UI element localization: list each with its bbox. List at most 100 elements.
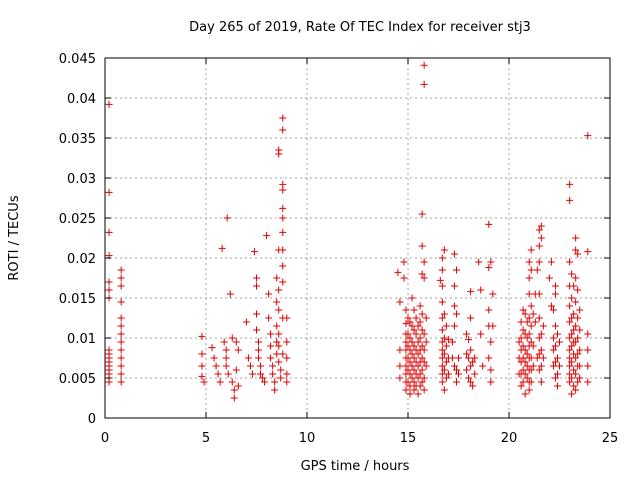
data-point xyxy=(452,378,460,386)
data-point xyxy=(487,338,495,346)
data-point xyxy=(105,188,113,196)
data-point xyxy=(549,362,557,370)
data-point xyxy=(438,326,446,334)
data-point xyxy=(410,326,418,334)
data-point xyxy=(553,354,561,362)
data-point xyxy=(117,370,125,378)
data-point xyxy=(584,346,592,354)
data-point xyxy=(576,346,584,354)
data-point xyxy=(566,378,574,386)
data-point xyxy=(527,366,535,374)
data-point xyxy=(418,326,426,334)
data-point xyxy=(279,186,287,194)
data-point xyxy=(414,390,422,398)
data-point xyxy=(420,358,428,366)
data-point xyxy=(418,210,426,218)
data-point xyxy=(277,366,285,374)
data-point xyxy=(576,306,584,314)
data-point xyxy=(450,362,458,370)
data-point xyxy=(568,358,576,366)
data-point xyxy=(479,362,487,370)
data-point xyxy=(420,274,428,282)
data-point xyxy=(440,310,448,318)
data-point xyxy=(214,370,222,378)
data-point xyxy=(267,330,275,338)
x-tick-label: 25 xyxy=(602,431,619,446)
data-point xyxy=(117,322,125,330)
data-point xyxy=(533,266,541,274)
data-point xyxy=(568,314,576,322)
data-point xyxy=(549,346,557,354)
data-point xyxy=(535,290,543,298)
data-point xyxy=(551,282,559,290)
data-point xyxy=(537,222,545,230)
data-point xyxy=(574,286,582,294)
data-point xyxy=(527,246,535,254)
data-point xyxy=(523,334,531,342)
data-point xyxy=(267,342,275,350)
data-point xyxy=(525,258,533,266)
data-point xyxy=(572,246,580,254)
data-point xyxy=(402,320,410,328)
data-point xyxy=(283,338,291,346)
data-point xyxy=(279,204,287,212)
data-point xyxy=(570,326,578,334)
data-point xyxy=(523,318,531,326)
data-point xyxy=(452,366,460,374)
data-point xyxy=(273,350,281,358)
data-point xyxy=(525,330,533,338)
data-point xyxy=(475,258,483,266)
grid-lines xyxy=(105,58,610,418)
data-point xyxy=(549,334,557,342)
data-point xyxy=(485,306,493,314)
data-point xyxy=(222,346,230,354)
data-point xyxy=(517,334,525,342)
data-point xyxy=(576,374,584,382)
y-tick-label: 0.01 xyxy=(67,332,96,347)
data-point xyxy=(487,378,495,386)
data-point xyxy=(410,306,418,314)
x-tick-label: 0 xyxy=(101,431,109,446)
data-point xyxy=(570,282,578,290)
data-point xyxy=(566,180,574,188)
data-point xyxy=(537,346,545,354)
data-point xyxy=(420,346,428,354)
data-point xyxy=(525,314,533,322)
data-point xyxy=(444,370,452,378)
data-point xyxy=(273,338,281,346)
data-point xyxy=(414,350,422,358)
data-point xyxy=(537,330,545,338)
data-point xyxy=(198,332,206,340)
data-point xyxy=(440,386,448,394)
data-point xyxy=(584,132,592,140)
data-point xyxy=(230,394,238,402)
data-point xyxy=(444,336,452,344)
data-point xyxy=(568,270,576,278)
data-point xyxy=(521,346,529,354)
data-point xyxy=(279,126,287,134)
data-point xyxy=(246,362,254,370)
data-point xyxy=(402,306,410,314)
y-tick-label: 0.04 xyxy=(67,92,96,107)
data-point xyxy=(574,314,582,322)
data-point xyxy=(418,354,426,362)
data-point xyxy=(551,374,559,382)
data-point xyxy=(572,354,580,362)
data-point xyxy=(418,342,426,350)
data-point xyxy=(537,362,545,370)
x-axis-label: GPS time / hours xyxy=(301,459,410,474)
data-point xyxy=(117,354,125,362)
data-point xyxy=(420,330,428,338)
data-point xyxy=(525,274,533,282)
data-point xyxy=(529,310,537,318)
data-point xyxy=(420,386,428,394)
data-point xyxy=(570,310,578,318)
data-point xyxy=(414,338,422,346)
data-point xyxy=(408,374,416,382)
data-point xyxy=(584,248,592,256)
data-point xyxy=(572,322,580,330)
data-point xyxy=(527,322,535,330)
data-point xyxy=(438,338,446,346)
data-point xyxy=(422,362,430,370)
